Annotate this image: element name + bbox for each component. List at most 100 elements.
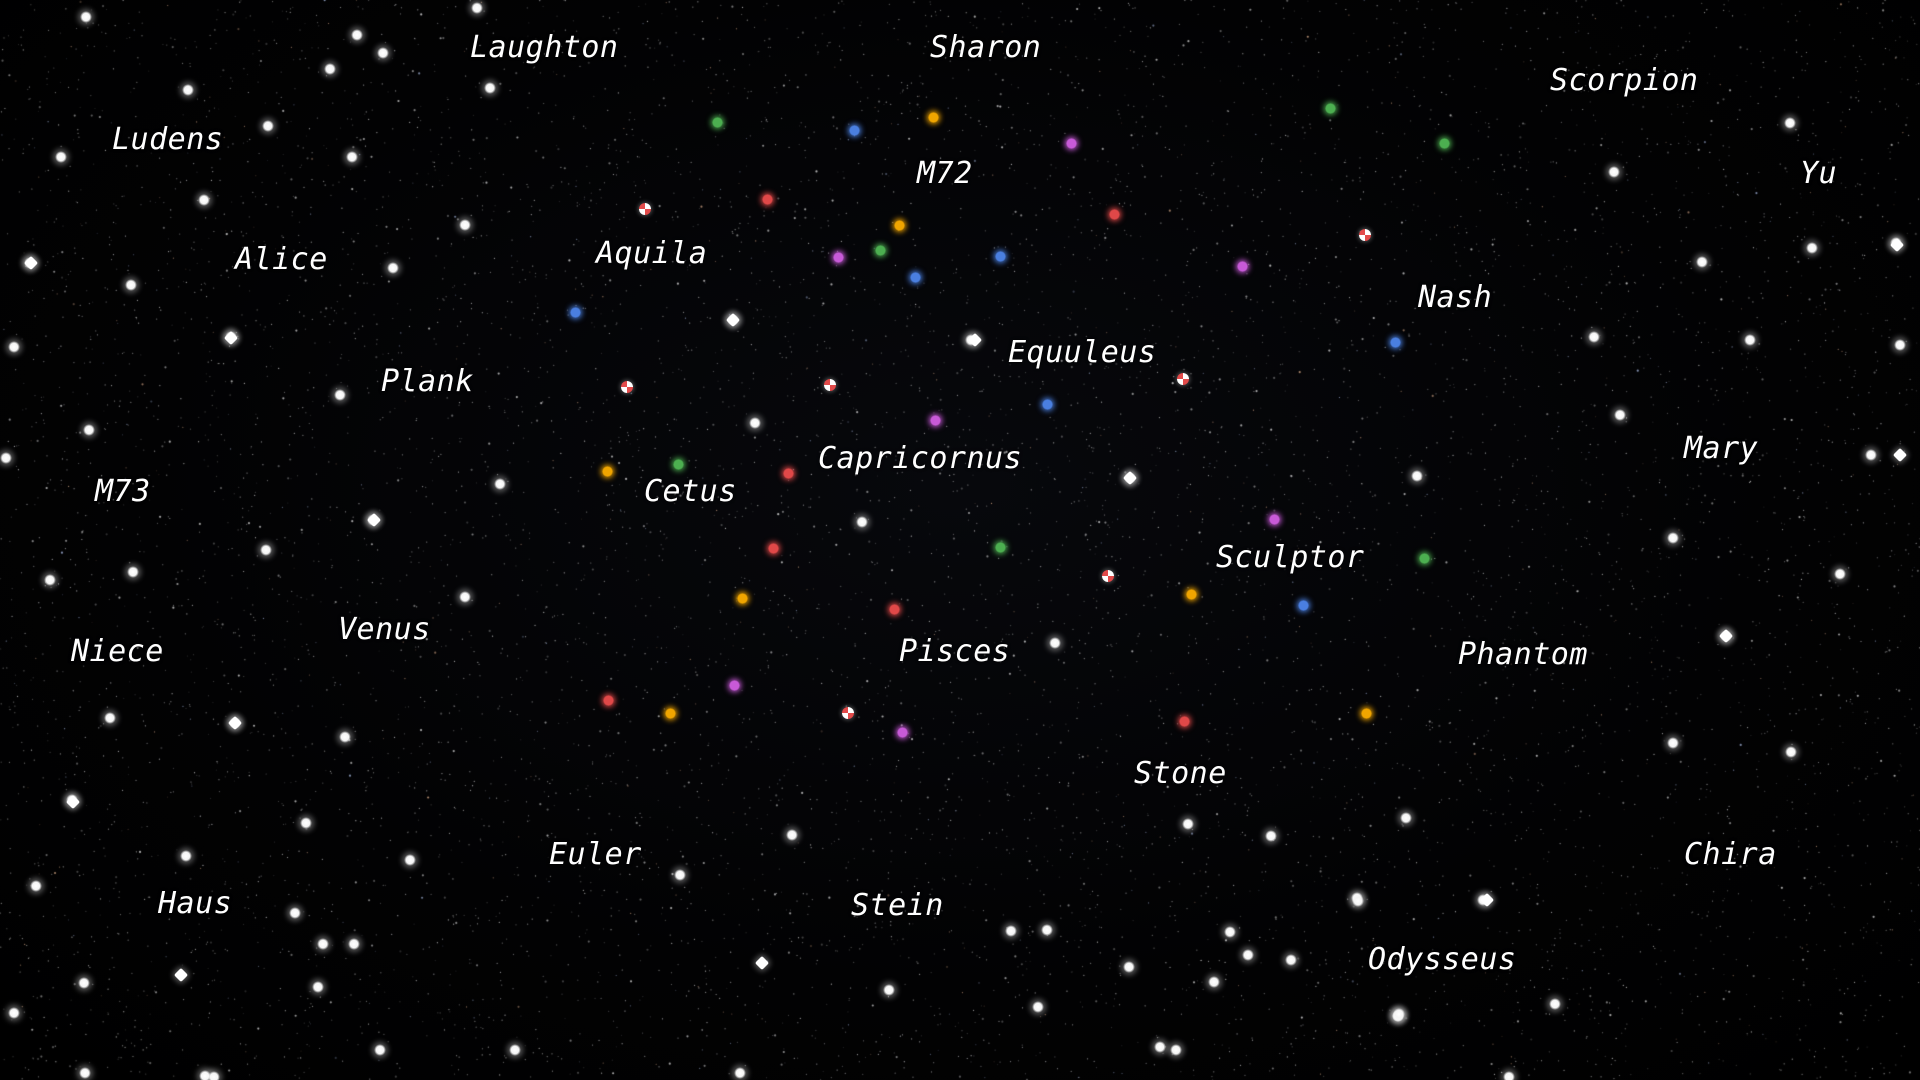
bright-star	[1834, 568, 1846, 580]
label-plank[interactable]: Plank	[381, 364, 474, 399]
label-ludens[interactable]: Ludens	[112, 122, 224, 157]
label-venus[interactable]: Venus	[338, 612, 431, 647]
bright-star	[44, 574, 56, 586]
colored-star-magenta	[1236, 260, 1248, 272]
bright-star	[300, 817, 312, 829]
label-odysseus[interactable]: Odysseus	[1368, 942, 1517, 977]
colored-star-red	[888, 603, 900, 615]
label-niece[interactable]: Niece	[71, 634, 164, 669]
label-chira[interactable]: Chira	[1684, 837, 1777, 872]
bright-star	[1667, 532, 1679, 544]
bright-star	[182, 84, 194, 96]
bright-star	[1285, 954, 1297, 966]
marker-icon[interactable]	[824, 379, 836, 391]
label-pisces[interactable]: Pisces	[899, 634, 1011, 669]
bright-star	[1224, 926, 1236, 938]
label-capricornus[interactable]: Capricornus	[818, 441, 1023, 476]
colored-star-red	[761, 193, 773, 205]
label-haus[interactable]: Haus	[158, 886, 233, 921]
bright-star	[127, 566, 139, 578]
bright-star	[374, 1044, 386, 1056]
bright-star	[749, 417, 761, 429]
bright-star	[1614, 409, 1626, 421]
label-nash[interactable]: Nash	[1418, 280, 1493, 315]
colored-star-orange	[893, 219, 905, 231]
colored-star-red	[767, 542, 779, 554]
label-equuleus[interactable]: Equuleus	[1008, 335, 1157, 370]
colored-star-blue	[909, 271, 921, 283]
label-scorpion[interactable]: Scorpion	[1550, 63, 1699, 98]
bright-star	[1588, 331, 1600, 343]
label-phantom[interactable]: Phantom	[1458, 637, 1588, 672]
bright-star	[1806, 242, 1818, 254]
marker-icon[interactable]	[842, 707, 854, 719]
bright-star	[1242, 949, 1254, 961]
bright-star	[180, 850, 192, 862]
label-euler[interactable]: Euler	[549, 837, 642, 872]
bright-star	[199, 1070, 211, 1080]
label-sculptor[interactable]: Sculptor	[1216, 540, 1365, 575]
bright-star	[1005, 925, 1017, 937]
bright-star	[78, 977, 90, 989]
bright-star	[0, 452, 12, 464]
colored-star-orange	[1185, 588, 1197, 600]
label-stone[interactable]: Stone	[1134, 756, 1227, 791]
bright-star	[8, 1007, 20, 1019]
label-mary[interactable]: Mary	[1684, 431, 1759, 466]
colored-star-magenta	[832, 251, 844, 263]
bright-star	[1182, 818, 1194, 830]
colored-star-blue	[848, 124, 860, 136]
bright-star	[459, 591, 471, 603]
colored-star-magenta	[896, 726, 908, 738]
bright-star	[30, 880, 42, 892]
colored-star-blue	[1041, 398, 1053, 410]
label-yu[interactable]: Yu	[1800, 156, 1838, 191]
label-m73[interactable]: M73	[95, 474, 151, 509]
label-laughton[interactable]: Laughton	[470, 30, 619, 65]
bright-star	[334, 389, 346, 401]
label-alice[interactable]: Alice	[235, 242, 328, 277]
bright-star	[260, 544, 272, 556]
bright-star	[198, 194, 210, 206]
marker-icon[interactable]	[1177, 373, 1189, 385]
colored-star-orange	[601, 465, 613, 477]
colored-star-blue	[994, 250, 1006, 262]
bright-star	[509, 1044, 521, 1056]
colored-star-green	[994, 541, 1006, 553]
bright-star	[1352, 895, 1364, 907]
colored-star-magenta	[1268, 513, 1280, 525]
label-stein[interactable]: Stein	[851, 888, 944, 923]
bright-star	[339, 731, 351, 743]
colored-star-orange	[664, 707, 676, 719]
bright-star	[1696, 256, 1708, 268]
marker-icon[interactable]	[1102, 570, 1114, 582]
bright-star	[674, 869, 686, 881]
bright-star	[79, 1067, 91, 1079]
label-m72[interactable]: M72	[917, 156, 973, 191]
bright-star	[1744, 334, 1756, 346]
colored-star-blue	[569, 306, 581, 318]
marker-icon[interactable]	[639, 203, 651, 215]
bright-star	[1608, 166, 1620, 178]
marker-icon[interactable]	[1359, 229, 1371, 241]
colored-star-green	[1324, 102, 1336, 114]
bright-star	[208, 1071, 220, 1080]
bright-star	[324, 63, 336, 75]
colored-star-magenta	[728, 679, 740, 691]
bright-star	[83, 424, 95, 436]
bright-star	[104, 712, 116, 724]
bright-star	[1667, 737, 1679, 749]
bright-star	[125, 279, 137, 291]
bright-star	[55, 151, 67, 163]
bright-star	[494, 478, 506, 490]
bright-star	[1411, 470, 1423, 482]
label-cetus[interactable]: Cetus	[644, 474, 737, 509]
label-aquila[interactable]: Aquila	[596, 236, 708, 271]
colored-star-green	[1438, 137, 1450, 149]
bright-star	[1041, 924, 1053, 936]
label-sharon[interactable]: Sharon	[930, 30, 1042, 65]
bright-star	[351, 29, 363, 41]
marker-icon[interactable]	[621, 381, 633, 393]
colored-star-green	[672, 458, 684, 470]
